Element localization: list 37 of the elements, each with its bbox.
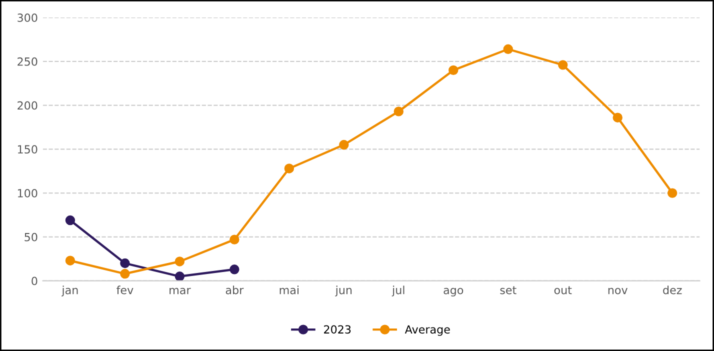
legend-label: 2023: [324, 325, 351, 334]
x-tick-label: mar: [170, 288, 191, 294]
y-tick-label: 0: [32, 276, 38, 286]
point: [558, 60, 568, 70]
point: [65, 256, 76, 266]
y-tick-label: 150: [18, 145, 38, 154]
x-tick-label: set: [500, 286, 516, 294]
x-tick-label: fev: [116, 286, 134, 294]
y-tick-label: 300: [18, 14, 38, 22]
point: [174, 256, 185, 266]
point: [284, 164, 294, 174]
x-tick-label: jan: [62, 286, 78, 296]
x-tick-label: nov: [608, 288, 628, 294]
x-tick-label: ago: [444, 288, 464, 296]
point: [120, 258, 130, 268]
x-tick-label: out: [554, 286, 572, 294]
y-tick-label: 50: [24, 232, 38, 242]
point: [448, 65, 458, 76]
x-tick-label: jun: [335, 286, 352, 296]
x-tick-label: mai: [280, 286, 298, 294]
point: [65, 215, 76, 226]
point: [174, 272, 185, 281]
point: [612, 112, 622, 122]
point: [339, 140, 349, 150]
x-tick-label: jul: [392, 286, 404, 296]
x-tick-label: dez: [663, 286, 682, 294]
y-tick-label: 200: [18, 101, 38, 110]
point: [394, 106, 404, 116]
x-tick-label: abr: [226, 286, 244, 294]
point: [230, 264, 240, 274]
point: [503, 44, 513, 54]
point: [667, 188, 678, 198]
point: [120, 268, 130, 279]
y-tick-label: 250: [18, 57, 38, 66]
y-tick-label: 100: [18, 189, 38, 198]
legend-label: Average: [404, 325, 450, 336]
point: [230, 234, 240, 244]
